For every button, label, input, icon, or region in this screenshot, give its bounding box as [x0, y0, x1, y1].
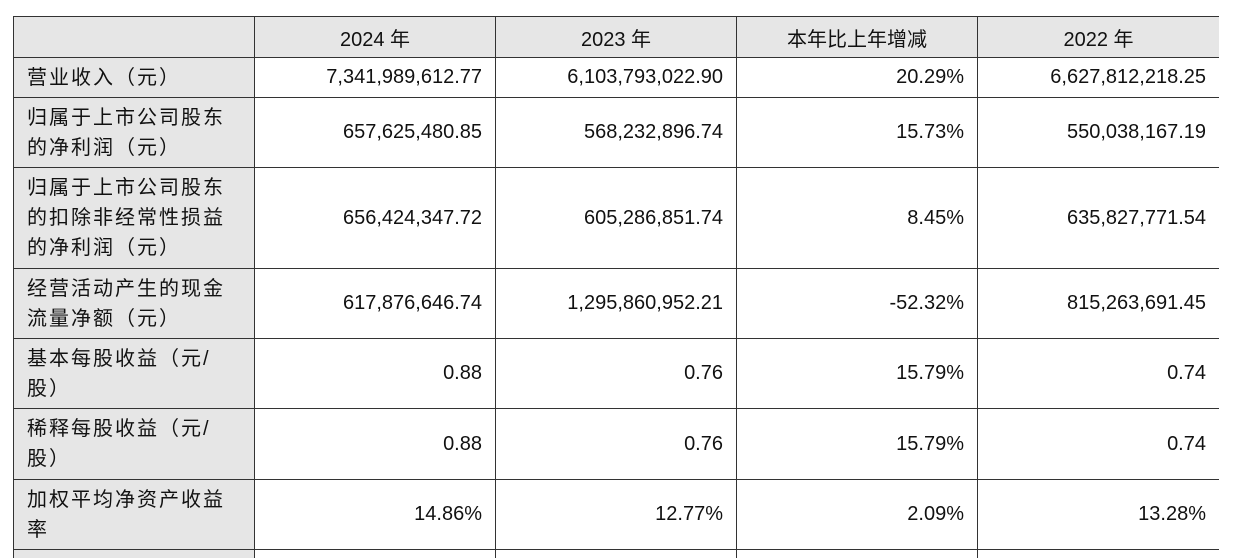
value-change: 20.29%: [736, 57, 978, 98]
row-label: 稀释每股收益（元/股）: [13, 408, 255, 480]
value-2024: 0.88: [254, 408, 496, 480]
table-row: [13, 549, 1219, 558]
value-change: 15.73%: [736, 97, 978, 168]
value-2023: [495, 549, 737, 558]
value-2022: [977, 549, 1219, 558]
value-2023: 6,103,793,022.90: [495, 57, 737, 98]
header-2022: 2022 年: [977, 16, 1219, 58]
value-2022: 13.28%: [977, 479, 1219, 550]
value-2022: 0.74: [977, 408, 1219, 480]
value-2022: 550,038,167.19: [977, 97, 1219, 168]
value-change: 8.45%: [736, 167, 978, 269]
table-row: 基本每股收益（元/股） 0.88 0.76 15.79% 0.74: [13, 338, 1219, 409]
table-row: 稀释每股收益（元/股） 0.88 0.76 15.79% 0.74: [13, 408, 1219, 480]
value-2024: 0.88: [254, 338, 496, 409]
value-2022: 815,263,691.45: [977, 268, 1219, 339]
value-2023: 0.76: [495, 408, 737, 480]
key-financial-indicators-table: 2024 年 2023 年 本年比上年增减 2022 年 营业收入（元） 7,3…: [13, 16, 1219, 558]
value-change: [736, 549, 978, 558]
table-row: 归属于上市公司股东的净利润（元） 657,625,480.85 568,232,…: [13, 97, 1219, 168]
table-row: 经营活动产生的现金流量净额（元） 617,876,646.74 1,295,86…: [13, 268, 1219, 339]
value-2023: 12.77%: [495, 479, 737, 550]
header-corner-cell: [13, 16, 255, 58]
value-change: 15.79%: [736, 408, 978, 480]
value-2024: 14.86%: [254, 479, 496, 550]
table-header-row: 2024 年 2023 年 本年比上年增减 2022 年: [13, 16, 1219, 58]
row-label: [13, 549, 255, 558]
value-2024: 656,424,347.72: [254, 167, 496, 269]
value-2023: 1,295,860,952.21: [495, 268, 737, 339]
table-row: 营业收入（元） 7,341,989,612.77 6,103,793,022.9…: [13, 57, 1219, 98]
value-2024: 617,876,646.74: [254, 268, 496, 339]
row-label: 经营活动产生的现金流量净额（元）: [13, 268, 255, 339]
value-change: -52.32%: [736, 268, 978, 339]
value-2023: 0.76: [495, 338, 737, 409]
value-2024: [254, 549, 496, 558]
row-label: 营业收入（元）: [13, 57, 255, 98]
header-2023: 2023 年: [495, 16, 737, 58]
value-2022: 6,627,812,218.25: [977, 57, 1219, 98]
financial-table-container: 2024 年 2023 年 本年比上年增减 2022 年 营业收入（元） 7,3…: [13, 16, 1219, 558]
value-2024: 7,341,989,612.77: [254, 57, 496, 98]
row-label: 加权平均净资产收益率: [13, 479, 255, 550]
value-2024: 657,625,480.85: [254, 97, 496, 168]
row-label: 归属于上市公司股东的扣除非经常性损益的净利润（元）: [13, 167, 255, 269]
value-change: 15.79%: [736, 338, 978, 409]
table-row: 加权平均净资产收益率 14.86% 12.77% 2.09% 13.28%: [13, 479, 1219, 550]
value-2023: 605,286,851.74: [495, 167, 737, 269]
value-2022: 635,827,771.54: [977, 167, 1219, 269]
value-change: 2.09%: [736, 479, 978, 550]
header-change: 本年比上年增减: [736, 16, 978, 58]
row-label: 归属于上市公司股东的净利润（元）: [13, 97, 255, 168]
value-2022: 0.74: [977, 338, 1219, 409]
row-label: 基本每股收益（元/股）: [13, 338, 255, 409]
value-2023: 568,232,896.74: [495, 97, 737, 168]
table-row: 归属于上市公司股东的扣除非经常性损益的净利润（元） 656,424,347.72…: [13, 167, 1219, 269]
header-2024: 2024 年: [254, 16, 496, 58]
